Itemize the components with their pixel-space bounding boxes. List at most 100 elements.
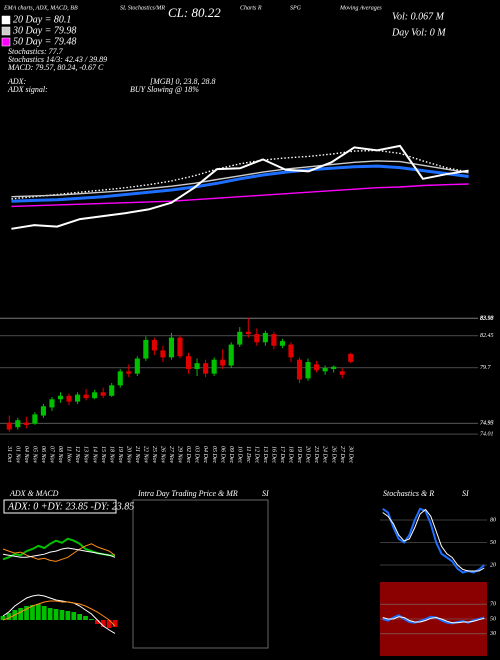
y-tick-label: 74.93 (480, 420, 494, 427)
macd: MACD: 79.57, 80.24, -0.67 C (7, 63, 104, 72)
candle-body (49, 399, 55, 408)
candle-body (109, 385, 115, 396)
series-line (2, 537, 116, 561)
y-tick-label: 79.7 (480, 365, 492, 371)
candle-body (296, 359, 303, 380)
header-charts: Charts R (240, 5, 262, 11)
x-tick-label: 27 Dec (339, 446, 345, 463)
x-tick-label: 25 Nov (151, 446, 157, 464)
candle-body (134, 358, 140, 374)
stochastics-14-3: Stochastics 14/3: 42.43 / 39.89 (8, 55, 107, 64)
intraday-frame (132, 499, 269, 649)
candle-body (254, 334, 260, 343)
bar (100, 620, 106, 627)
panel-title: Intra Day Trading Price & MR (137, 489, 238, 498)
bar (112, 620, 118, 627)
x-tick-label: 13 Dec (262, 446, 268, 463)
series-line (2, 594, 116, 634)
series-line (11, 149, 469, 200)
candle-body (83, 394, 89, 399)
adx-signal: BUY Slowing @ 18% (130, 85, 199, 94)
legend-swatch (1, 37, 11, 47)
series-line (11, 144, 469, 230)
x-tick-label: 07 Nov (49, 446, 55, 464)
adx-values: [MGB] 0, 23.8, 28.8 (150, 77, 216, 86)
series-line (2, 547, 116, 558)
bar (83, 616, 88, 620)
x-tick-label: 08 Nov (57, 446, 63, 464)
y-tick-label: 82.45 (480, 332, 494, 339)
x-tick-label: 13 Nov (83, 446, 89, 464)
x-tick-label: 31 Oct (6, 445, 12, 462)
bar (6, 613, 12, 620)
panel-subtitle: ADX: 0 +DY: 23.85 -DY: 23.85 (7, 501, 134, 512)
candle-body (160, 350, 166, 358)
x-tick-label: 27 Nov (168, 446, 174, 464)
x-tick-label: 26 Dec (330, 446, 336, 463)
x-tick-label: 24 Dec (322, 446, 329, 463)
x-tick-label: 20 Dec (305, 446, 311, 463)
candle-body (203, 363, 209, 374)
x-tick-label: 10 Dec (236, 446, 242, 463)
candle-body (271, 334, 277, 346)
adx-label: ADX: (7, 77, 27, 86)
header-symbol: SPG (290, 5, 302, 11)
candle-body (15, 420, 21, 428)
bar (47, 608, 53, 620)
x-tick-label: 05 Nov (32, 446, 38, 464)
x-tick-label: 19 Dec (296, 446, 302, 463)
candle-body (75, 394, 81, 402)
bar (24, 606, 29, 620)
bar (89, 619, 94, 620)
legend-label: 50 Day = 79.48 (13, 36, 76, 47)
x-tick-label: 11 Nov (66, 446, 72, 463)
bar (106, 620, 112, 628)
bar (18, 608, 24, 620)
y-tick-label: 70 (490, 602, 496, 608)
x-tick-label: 15 Nov (100, 446, 106, 464)
x-tick-label: 03 Dec (194, 446, 200, 463)
candle-body (143, 339, 149, 359)
x-tick-label: 01 Nov (14, 446, 20, 464)
x-tick-label: 04 Nov (23, 446, 30, 464)
candle-body (168, 337, 175, 358)
candle-body (237, 331, 243, 345)
header-source: EMA charts, ADX, MACD, BB (3, 5, 78, 11)
y-tick-label: 74.95 (480, 420, 494, 427)
day-volume: Day Vol: 0 M (391, 27, 446, 38)
y-tick-label: 20 (490, 562, 496, 568)
candle-body (117, 371, 123, 386)
legend-label: 30 Day = 79.98 (12, 25, 76, 36)
series-line (11, 183, 469, 208)
candle-body (23, 422, 29, 425)
series-line (11, 160, 469, 198)
candle-body (66, 395, 72, 402)
x-tick-label: 09 Dec (228, 446, 234, 463)
candle-body (348, 353, 354, 362)
x-tick-label: 26 Nov (160, 446, 166, 464)
candle-body (322, 367, 328, 372)
x-tick-label: 06 Dec (219, 446, 225, 463)
x-tick-label: 14 Nov (91, 446, 98, 464)
stochastics: Stochastics: 77.7 (8, 47, 64, 56)
x-tick-label: 12 Nov (74, 446, 80, 464)
panel-subtitle: SI (462, 489, 469, 498)
y-tick-label: 83.93 (480, 316, 494, 322)
x-tick-label: 20 Nov (125, 446, 131, 464)
candle-body (151, 339, 157, 351)
x-tick-label: 29 Nov (177, 446, 183, 464)
candle-body (126, 371, 132, 374)
bar (41, 606, 47, 620)
x-tick-label: 17 Dec (279, 446, 285, 463)
bar (30, 605, 35, 620)
y-tick-label: 83.98 (480, 315, 494, 321)
x-tick-label: 11 Dec (245, 446, 251, 463)
y-tick-label: 74.01 (480, 430, 494, 437)
volume: Vol: 0.067 M (392, 11, 445, 22)
candle-body (220, 359, 226, 366)
adx-subtitle-frame (3, 499, 117, 514)
candle-body (331, 366, 337, 370)
legend-swatch (1, 26, 11, 36)
bar (77, 614, 83, 620)
